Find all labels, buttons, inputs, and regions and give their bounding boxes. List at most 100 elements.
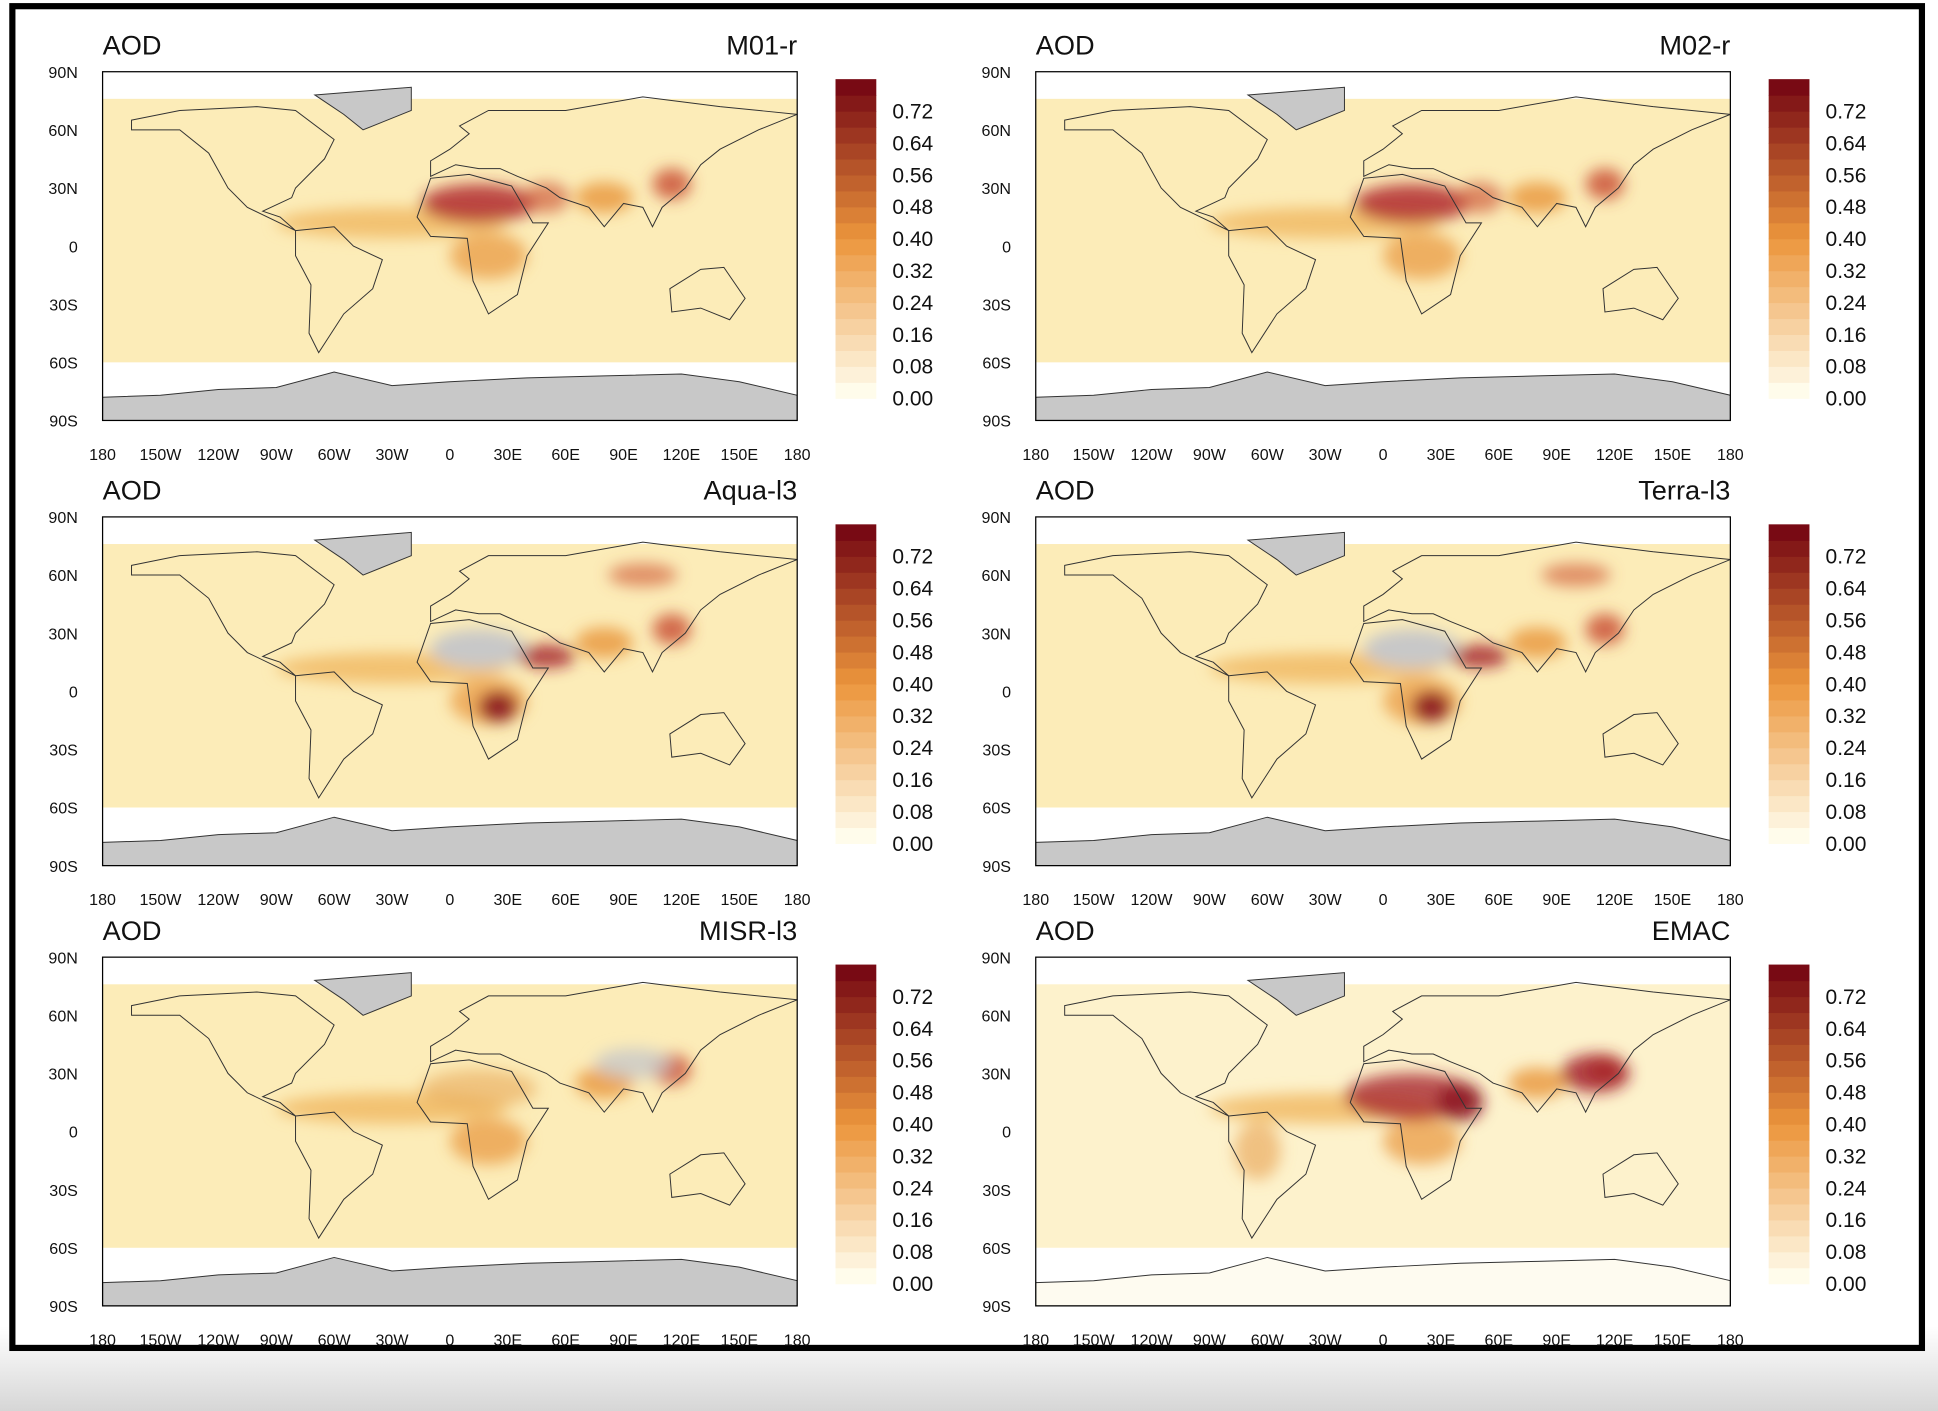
lat-tick-label: 60S bbox=[49, 1240, 78, 1258]
colorbar-segment bbox=[835, 795, 877, 813]
aerosol-blob bbox=[1585, 168, 1625, 200]
colorbar-segment bbox=[1768, 238, 1810, 256]
lat-tick-label: 90S bbox=[49, 413, 78, 431]
map bbox=[102, 516, 798, 866]
lon-tick-label: 30W bbox=[1309, 1331, 1343, 1349]
lon-tick-label: 150W bbox=[1073, 446, 1116, 464]
colorbar-label: 0.08 bbox=[1826, 356, 1867, 379]
colorbar-segment bbox=[835, 620, 877, 637]
coastline bbox=[669, 1152, 746, 1206]
coastline bbox=[1064, 106, 1268, 232]
coastline bbox=[1064, 991, 1268, 1117]
lon-tick-label: 180 bbox=[1022, 446, 1049, 464]
colorbar-segment bbox=[835, 190, 877, 208]
coastline bbox=[1064, 551, 1268, 677]
colorbar-segment bbox=[1768, 1140, 1810, 1157]
colorbar-label: 0.64 bbox=[1826, 578, 1867, 601]
aerosol-blob bbox=[1456, 182, 1503, 214]
colorbar-segment bbox=[1768, 1092, 1810, 1109]
coastline bbox=[430, 541, 798, 674]
lat-tick-label: 60N bbox=[48, 1007, 77, 1025]
lon-tick-label: 180 bbox=[1022, 1331, 1049, 1349]
colorbar-segment bbox=[835, 1012, 877, 1030]
colorbar-label: 0.16 bbox=[1826, 1209, 1867, 1232]
colorbar-segment bbox=[835, 1156, 877, 1173]
colorbar-segment bbox=[835, 1187, 877, 1205]
coastline bbox=[1228, 671, 1317, 799]
lon-tick-label: 120W bbox=[197, 891, 240, 909]
colorbar-segment bbox=[1768, 1267, 1810, 1285]
colorbar-segment bbox=[1768, 763, 1810, 781]
colorbar-segment bbox=[1768, 731, 1810, 749]
colorbar-segment bbox=[1768, 811, 1810, 829]
aerosol-blob bbox=[517, 644, 576, 669]
lon-tick-label: 0 bbox=[445, 446, 454, 464]
colorbar-segment bbox=[835, 302, 877, 320]
lon-tick-label: 30W bbox=[375, 446, 409, 464]
colorbar-segment bbox=[1768, 715, 1810, 733]
lon-tick-label: 120W bbox=[197, 1331, 240, 1349]
lon-tick-label: 60W bbox=[318, 1331, 352, 1349]
colorbar-label: 0.48 bbox=[1826, 641, 1867, 664]
lon-tick-label: 150W bbox=[1073, 1331, 1116, 1349]
colorbar-label: 0.72 bbox=[892, 546, 933, 569]
coastline bbox=[430, 96, 798, 228]
coastline bbox=[1363, 541, 1731, 674]
colorbar-segment bbox=[835, 588, 877, 605]
colorbar-segment bbox=[835, 747, 877, 765]
lat-tick-label: 0 bbox=[69, 1124, 78, 1142]
colorbar-segment bbox=[1768, 588, 1810, 605]
colorbar-label: 0.00 bbox=[1826, 388, 1867, 411]
colorbar-label: 0.08 bbox=[892, 356, 933, 379]
lon-tick-label: 90E bbox=[1542, 446, 1571, 464]
colorbar-segment bbox=[835, 366, 877, 383]
colorbar-segment bbox=[835, 1092, 877, 1109]
colorbar-segment bbox=[1768, 302, 1810, 320]
lat-tick-label: 60N bbox=[982, 567, 1011, 585]
colorbar-segment bbox=[835, 524, 877, 541]
colorbar-label: 0.40 bbox=[1826, 228, 1867, 251]
lon-tick-label: 90W bbox=[1193, 446, 1227, 464]
coastline bbox=[416, 173, 550, 315]
colorbar-segment bbox=[1768, 334, 1810, 351]
map bbox=[1035, 957, 1731, 1306]
coastline bbox=[416, 1059, 550, 1201]
lon-tick-label: 120W bbox=[197, 446, 240, 464]
map bbox=[1035, 516, 1731, 866]
colorbar-label: 0.40 bbox=[892, 673, 933, 696]
lon-tick-label: 90E bbox=[609, 446, 638, 464]
colorbar-segment bbox=[1768, 1012, 1810, 1030]
aerosol-blob bbox=[1585, 613, 1625, 645]
colorbar-segment bbox=[1768, 795, 1810, 813]
colorbar-segment bbox=[1768, 190, 1810, 208]
colorbar-label: 0.64 bbox=[892, 578, 933, 601]
right-title: M01-r bbox=[726, 29, 797, 60]
colorbar-label: 0.16 bbox=[1826, 324, 1867, 347]
coastline bbox=[1228, 1111, 1317, 1240]
coastline bbox=[295, 1111, 383, 1240]
colorbar-segment bbox=[835, 980, 877, 998]
lon-tick-label: 150E bbox=[1654, 1331, 1692, 1349]
colorbar-segment bbox=[1768, 1028, 1810, 1045]
lon-tick-label: 150W bbox=[139, 891, 182, 909]
lon-tick-label: 180 bbox=[784, 1331, 811, 1349]
lat-tick-label: 90S bbox=[49, 1298, 78, 1316]
colorbar-segment bbox=[1768, 667, 1810, 685]
colorbar-segment bbox=[1768, 254, 1810, 272]
colorbar-segment bbox=[835, 1203, 877, 1221]
aerosol-blob bbox=[420, 184, 537, 223]
colorbar-segment bbox=[835, 572, 877, 589]
lat-tick-label: 60S bbox=[982, 1240, 1011, 1258]
antarctica bbox=[1035, 371, 1731, 421]
lat-tick-label: 90N bbox=[982, 509, 1011, 527]
colorbar-segment bbox=[835, 286, 877, 304]
colorbar-label: 0.16 bbox=[892, 769, 933, 792]
colorbar-segment bbox=[1768, 1203, 1810, 1221]
lon-tick-label: 0 bbox=[1379, 446, 1388, 464]
lon-tick-label: 30E bbox=[1427, 446, 1456, 464]
lon-tick-label: 180 bbox=[1717, 446, 1744, 464]
lon-tick-label: 30E bbox=[493, 891, 522, 909]
coastline bbox=[430, 981, 798, 1114]
left-title: AOD bbox=[103, 475, 162, 506]
